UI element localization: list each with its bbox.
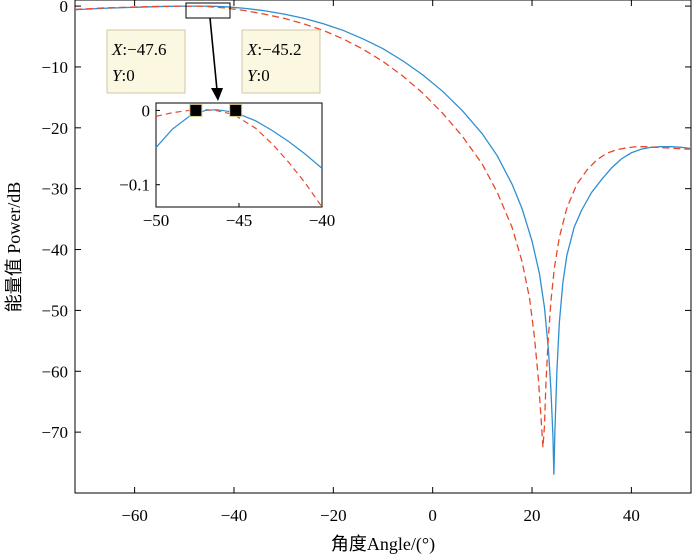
inset-y-tick-label: 0: [142, 101, 151, 120]
datatip-markers[interactable]: [189, 103, 243, 117]
datatip-right[interactable]: X:−45.2 Y:0: [241, 29, 321, 94]
inset-y-tick-label: −0.1: [119, 176, 150, 195]
datatip-left[interactable]: X:−47.6 Y:0: [106, 29, 186, 94]
inset-x-tick-label: −45: [226, 211, 253, 230]
inset-series-line-dashed: [155, 109, 323, 208]
series-line-dashed: [74, 5, 691, 448]
datatip-left-box: [106, 29, 186, 94]
main-axis-ticks: −60 −40 −20 0 20 40 0 −10 −20 −30 −40 −50 −60 −70: [41, 0, 691, 525]
y-tick-label: −60: [41, 362, 68, 381]
zoom-region-box: [185, 2, 231, 19]
main-series-layer: [74, 5, 692, 475]
datatip-left-y: Y:0: [112, 66, 135, 85]
y-tick-label: −20: [41, 119, 68, 138]
x-tick-label: −60: [121, 506, 148, 525]
series-line-solid: [74, 5, 692, 475]
inset-axis-ticks: −50 −45 −40 0 −0.1: [119, 101, 335, 230]
x-tick-label: −40: [221, 506, 248, 525]
x-tick-label: 40: [623, 506, 640, 525]
inset-x-tick-label: −40: [309, 211, 336, 230]
datatip-marker: [229, 103, 243, 117]
inset-x-tick-label: −50: [143, 211, 170, 230]
x-tick-label: 20: [524, 506, 541, 525]
zoom-arrow: [209, 17, 218, 91]
zoom-arrow-head: [211, 88, 223, 101]
inset-plot-area: [155, 102, 323, 208]
inset-series-layer: [155, 109, 323, 208]
datatip-right-box: [241, 29, 321, 94]
y-tick-label: 0: [60, 0, 69, 16]
inset-series-line-solid: [155, 109, 323, 169]
y-tick-label: −70: [41, 423, 68, 442]
y-tick-label: −50: [41, 301, 68, 320]
datatip-right-y: Y:0: [247, 66, 270, 85]
y-tick-label: −40: [41, 241, 68, 260]
y-tick-label: −10: [41, 58, 68, 77]
x-tick-label: −20: [320, 506, 347, 525]
datatip-marker: [189, 103, 203, 117]
y-axis-title: 能量值 Power/dB: [4, 182, 24, 313]
datatip-left-x: X:−47.6: [111, 40, 166, 59]
datatip-right-x: X:−45.2: [246, 40, 301, 59]
x-axis-title: 角度Angle/(°): [331, 534, 435, 555]
x-tick-label: 0: [428, 506, 437, 525]
y-tick-label: −30: [41, 180, 68, 199]
